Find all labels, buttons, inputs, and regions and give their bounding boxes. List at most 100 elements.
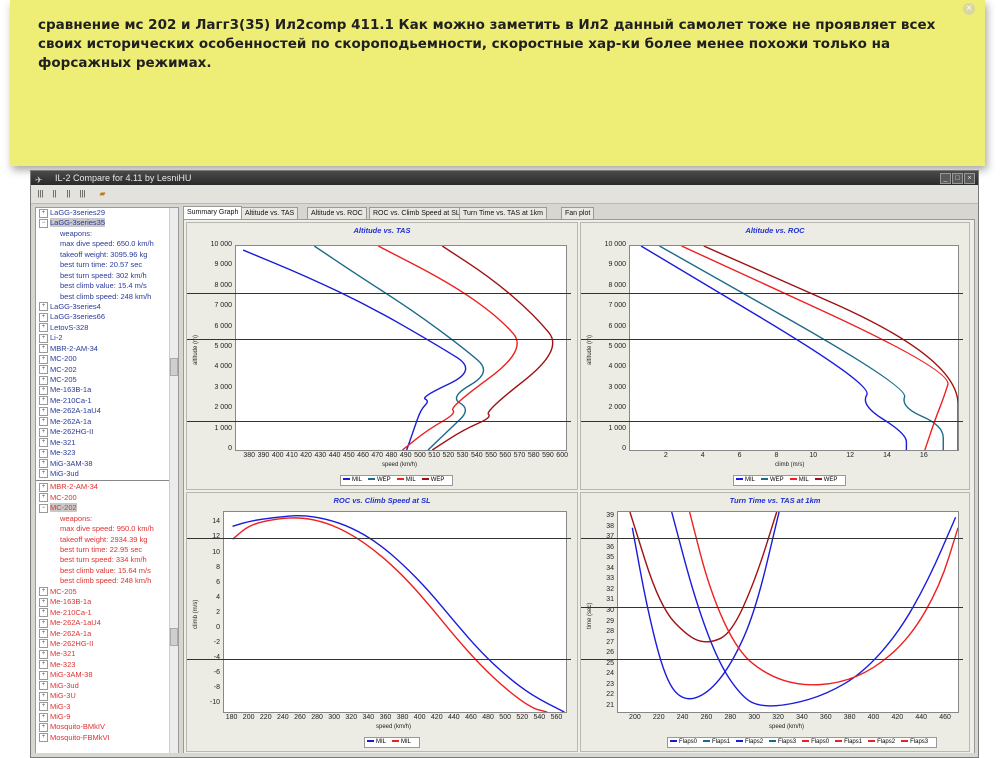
tree-scrollbar[interactable] [169, 208, 178, 754]
tree-item[interactable]: + Me-262A-1a [36, 629, 178, 639]
tree-item[interactable]: + MiG-3AM-38 [36, 459, 178, 469]
expand-icon[interactable]: + [39, 482, 48, 492]
minimize-button[interactable]: _ [940, 173, 951, 184]
tree-item[interactable]: + MiG-9 [36, 712, 178, 722]
tree-item[interactable]: + Me-323 [36, 448, 178, 458]
tab-summary-graph[interactable]: Summary Graph [183, 206, 243, 220]
expand-icon[interactable]: + [39, 323, 48, 333]
tree-item[interactable]: + Mosquito-FBMkVI [36, 733, 178, 743]
tree-item[interactable]: + Me-262HG-II [36, 427, 178, 437]
y-tick-label: 7 000 [214, 302, 232, 310]
reference-line [187, 421, 571, 423]
expand-icon[interactable]: + [39, 587, 48, 597]
expand-icon[interactable]: + [39, 733, 48, 743]
expand-icon[interactable]: + [39, 670, 48, 680]
y-tick-label: 21 [606, 701, 614, 709]
tree-item-label: MiG-9 [50, 712, 71, 721]
tree-item[interactable]: + MC-205 [36, 587, 178, 597]
close-icon[interactable]: × [963, 3, 975, 15]
tree-item[interactable]: + MiG-3AM-38 [36, 670, 178, 680]
tree-item-label: Me-323 [50, 659, 76, 669]
expand-icon[interactable]: + [39, 312, 48, 322]
tree-item[interactable]: + MBR-2-AM-34 [36, 344, 178, 354]
close-button[interactable]: × [964, 173, 975, 184]
tab-altitude-vs-tas[interactable]: Altitude vs. TAS [241, 207, 299, 220]
expand-icon[interactable]: + [39, 597, 48, 607]
tree-item[interactable]: + Mosquito-BMkIV [36, 722, 178, 732]
expand-icon[interactable]: + [39, 702, 48, 712]
tree-item[interactable]: + Me-323 [36, 660, 178, 670]
tab-altitude-vs-roc[interactable]: Altitude vs. ROC [307, 207, 367, 220]
tree-item[interactable]: + Me-262A-1aU4 [36, 406, 178, 416]
expand-icon[interactable]: + [39, 469, 48, 479]
bars-icon[interactable]: || [52, 189, 57, 198]
expand-icon[interactable]: + [39, 681, 48, 691]
tree-item[interactable]: + Me-210Ca-1 [36, 396, 178, 406]
expand-icon[interactable]: + [39, 459, 48, 469]
scroll-thumb[interactable] [170, 628, 178, 646]
tree-item[interactable]: + LaGG-3series4 [36, 302, 178, 312]
tree-item[interactable]: + Me-262HG-II [36, 639, 178, 649]
expand-icon[interactable]: + [39, 417, 48, 427]
tree-item[interactable]: + Me-163B-1a [36, 385, 178, 395]
expand-icon[interactable]: + [39, 438, 48, 448]
expand-icon[interactable]: + [39, 722, 48, 732]
tree-item[interactable]: + Me-210Ca-1 [36, 608, 178, 618]
expand-icon[interactable]: + [39, 427, 48, 437]
expand-icon[interactable]: + [39, 385, 48, 395]
tree-item[interactable]: + MC-200 [36, 493, 178, 503]
bars-icon[interactable]: ||| [79, 189, 86, 198]
tree-item[interactable]: + MiG-3 [36, 702, 178, 712]
tree-item[interactable]: − LaGG-3series35 [36, 218, 178, 228]
tab-turn-time-vs-tas-at-1km[interactable]: Turn Time vs. TAS at 1km [459, 207, 548, 220]
y-tick-label: 10 000 [210, 241, 232, 248]
folder-icon[interactable]: ▰ [99, 189, 106, 198]
tree-item[interactable]: + Me-321 [36, 438, 178, 448]
tree-item[interactable]: + Me-262A-1a [36, 417, 178, 427]
tree-item[interactable]: + Me-163B-1a [36, 597, 178, 607]
tree-item[interactable]: + MBR-2-AM-34 [36, 482, 178, 492]
expand-icon[interactable]: + [39, 344, 48, 354]
expand-icon[interactable]: + [39, 302, 48, 312]
y-tick-label: 6 000 [608, 322, 626, 330]
tree-item[interactable]: + Me-321 [36, 649, 178, 659]
expand-icon[interactable]: + [39, 493, 48, 503]
tree-item[interactable]: + LetovS-328 [36, 323, 178, 333]
expand-icon[interactable]: + [39, 618, 48, 628]
expand-icon[interactable]: + [39, 660, 48, 670]
expand-icon[interactable]: + [39, 639, 48, 649]
expand-icon[interactable]: + [39, 649, 48, 659]
expand-icon[interactable]: + [39, 448, 48, 458]
tree-item[interactable]: + MiG-3U [36, 691, 178, 701]
scroll-thumb[interactable] [170, 358, 178, 376]
expand-icon[interactable]: + [39, 208, 48, 218]
tree-item[interactable]: + MC-205 [36, 375, 178, 385]
aircraft-tree[interactable]: + LaGG-3series29− LaGG-3series35 weapons: ma… [35, 207, 179, 755]
tree-item[interactable]: + LaGG-3series66 [36, 312, 178, 322]
expand-icon[interactable]: + [39, 406, 48, 416]
tree-item[interactable]: + LaGG-3series29 [36, 208, 178, 218]
tree-item[interactable]: − MC-202 [36, 503, 178, 513]
expand-icon[interactable]: + [39, 712, 48, 722]
expand-icon[interactable]: + [39, 691, 48, 701]
expand-icon[interactable]: + [39, 608, 48, 618]
expand-icon[interactable]: + [39, 629, 48, 639]
maximize-button[interactable]: □ [952, 173, 963, 184]
bars-icon[interactable]: ||| [37, 189, 44, 198]
tree-item[interactable]: + MC-200 [36, 354, 178, 364]
tree-item[interactable]: + MiG-3ud [36, 469, 178, 479]
bars-icon[interactable]: || [66, 189, 71, 198]
collapse-icon[interactable]: − [39, 503, 48, 513]
tab-fan-plot[interactable]: Fan plot [561, 207, 595, 220]
tree-item[interactable]: + MiG-3ud [36, 681, 178, 691]
tree-item[interactable]: + Li-2 [36, 333, 178, 343]
collapse-icon[interactable]: − [39, 218, 48, 228]
expand-icon[interactable]: + [39, 333, 48, 343]
tree-item[interactable]: + Me-262A-1aU4 [36, 618, 178, 628]
tree-item[interactable]: + MC-202 [36, 365, 178, 375]
expand-icon[interactable]: + [39, 375, 48, 385]
x-tick-label: 510 [428, 452, 440, 459]
expand-icon[interactable]: + [39, 354, 48, 364]
expand-icon[interactable]: + [39, 396, 48, 406]
expand-icon[interactable]: + [39, 365, 48, 375]
